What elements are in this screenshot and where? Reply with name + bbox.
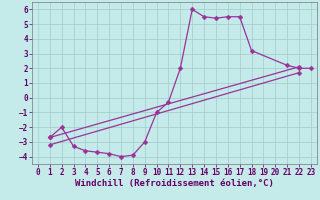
X-axis label: Windchill (Refroidissement éolien,°C): Windchill (Refroidissement éolien,°C)	[75, 179, 274, 188]
